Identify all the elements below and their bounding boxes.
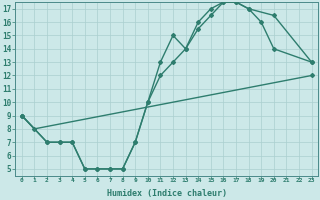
X-axis label: Humidex (Indice chaleur): Humidex (Indice chaleur) [107, 189, 227, 198]
